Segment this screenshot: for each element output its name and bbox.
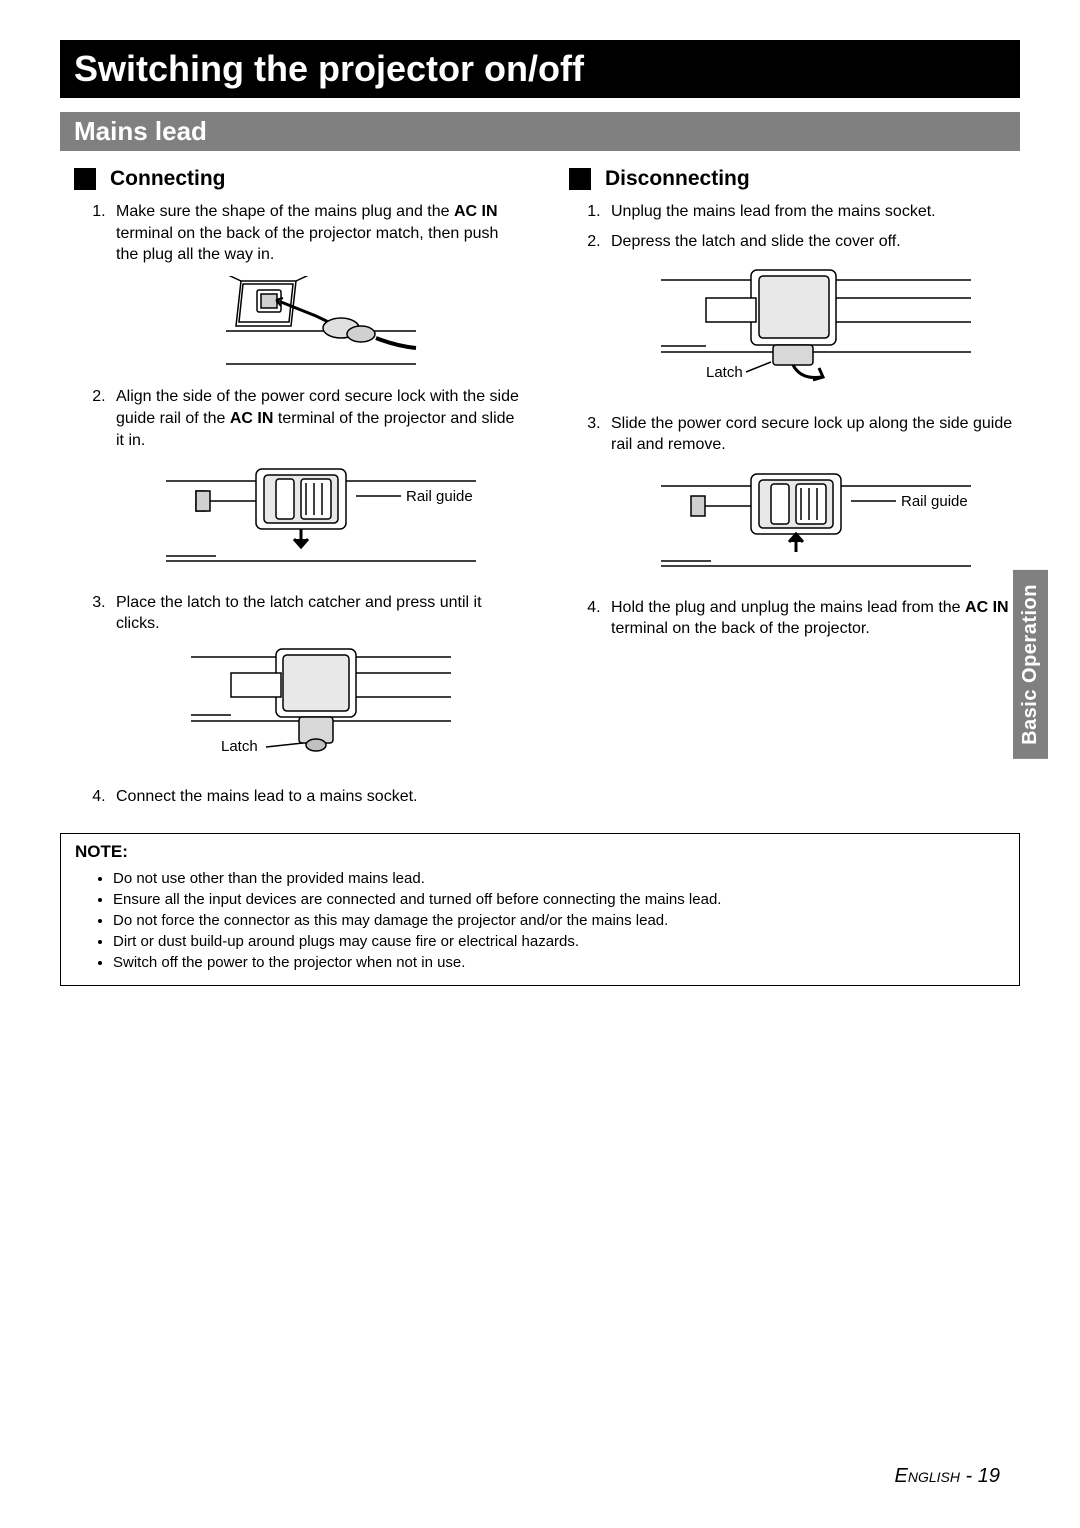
connecting-column: Connecting Make sure the shape of the ma…: [60, 161, 525, 815]
latch-label: Latch: [706, 364, 743, 381]
section-heading: Mains lead: [60, 112, 1020, 151]
step-text: Make sure the shape of the mains plug an…: [116, 203, 454, 220]
list-item: Hold the plug and unplug the mains lead …: [605, 597, 1020, 640]
step-bold: AC IN: [965, 599, 1009, 616]
step-text: Slide the power cord secure lock up alon…: [611, 415, 1012, 454]
disconnecting-steps-list: Unplug the mains lead from the mains soc…: [555, 201, 1020, 640]
note-list: Do not use other than the provided mains…: [75, 868, 1005, 973]
rail-guide-label: Rail guide: [406, 488, 473, 505]
page-title-bar: Switching the projector on/off: [60, 40, 1020, 98]
list-item: Switch off the power to the projector wh…: [113, 952, 1005, 973]
disconnecting-heading: Disconnecting: [569, 167, 1020, 191]
step-text: Depress the latch and slide the cover of…: [611, 233, 901, 250]
bullet-square-icon: [74, 168, 96, 190]
list-item: Align the side of the power cord secure …: [110, 386, 525, 577]
bullet-square-icon: [569, 168, 591, 190]
connecting-steps-list: Make sure the shape of the mains plug an…: [60, 201, 525, 807]
list-item: Slide the power cord secure lock up alon…: [605, 413, 1020, 583]
footer-language: English: [895, 1465, 960, 1487]
step-text: Connect the mains lead to a mains socket…: [116, 788, 418, 805]
step-text: Unplug the mains lead from the mains soc…: [611, 203, 936, 220]
list-item: Depress the latch and slide the cover of…: [605, 231, 1020, 399]
rail-guide-icon: Rail guide: [156, 461, 486, 571]
list-item: Connect the mains lead to a mains socket…: [110, 786, 525, 808]
rail-guide-label: Rail guide: [901, 493, 968, 510]
connecting-heading-text: Connecting: [110, 167, 226, 191]
note-box: NOTE: Do not use other than the provided…: [60, 833, 1020, 986]
latch-off-icon: Latch: [651, 262, 981, 392]
note-title: NOTE:: [75, 842, 1005, 862]
step-text: Hold the plug and unplug the mains lead …: [611, 599, 965, 616]
disconnecting-figure-1: Latch: [611, 262, 1020, 399]
page-footer: English - 19: [895, 1465, 1001, 1488]
step-text: Place the latch to the latch catcher and…: [116, 594, 482, 633]
rail-guide-remove-icon: Rail guide: [651, 466, 981, 576]
two-column-layout: Connecting Make sure the shape of the ma…: [60, 161, 1020, 815]
side-tab: Basic Operation: [1013, 570, 1048, 759]
step-bold: AC IN: [454, 203, 498, 220]
step-text: terminal on the back of the projector.: [611, 620, 870, 637]
footer-sep: -: [960, 1465, 978, 1487]
latch-icon: Latch: [181, 645, 461, 765]
connecting-heading: Connecting: [74, 167, 525, 191]
list-item: Place the latch to the latch catcher and…: [110, 592, 525, 772]
connecting-figure-2: Rail guide: [116, 461, 525, 578]
disconnecting-figure-2: Rail guide: [611, 466, 1020, 583]
list-item: Do not use other than the provided mains…: [113, 868, 1005, 889]
list-item: Make sure the shape of the mains plug an…: [110, 201, 525, 372]
latch-label: Latch: [221, 738, 258, 755]
list-item: Do not force the connector as this may d…: [113, 910, 1005, 931]
step-bold: AC IN: [230, 410, 274, 427]
step-text: terminal on the back of the projector ma…: [116, 225, 498, 264]
disconnecting-column: Disconnecting Unplug the mains lead from…: [555, 161, 1020, 815]
connecting-figure-1: [116, 276, 525, 373]
plug-socket-icon: [221, 276, 421, 366]
footer-page: 19: [978, 1465, 1000, 1487]
list-item: Unplug the mains lead from the mains soc…: [605, 201, 1020, 223]
list-item: Dirt or dust build-up around plugs may c…: [113, 931, 1005, 952]
list-item: Ensure all the input devices are connect…: [113, 889, 1005, 910]
disconnecting-heading-text: Disconnecting: [605, 167, 750, 191]
connecting-figure-3: Latch: [116, 645, 525, 772]
page-container: Switching the projector on/off Mains lea…: [0, 0, 1080, 1528]
